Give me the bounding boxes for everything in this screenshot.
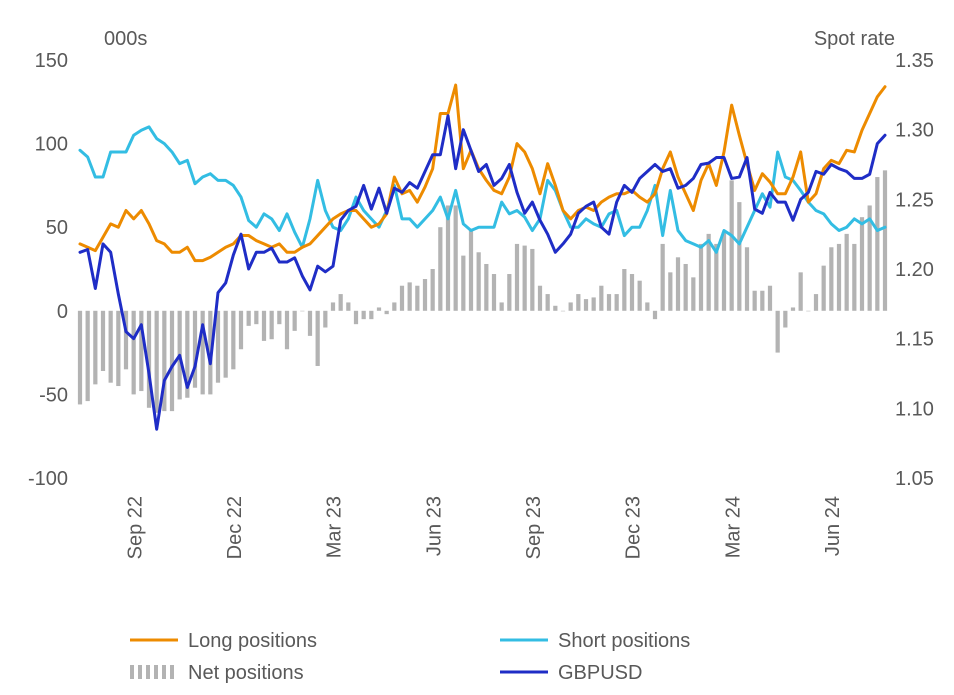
svg-text:150: 150 [35, 50, 68, 72]
svg-text:1.05: 1.05 [895, 468, 934, 490]
svg-text:Sep 22: Sep 22 [124, 496, 146, 559]
legend-label-long: Long positions [188, 630, 317, 652]
svg-text:Jun 23: Jun 23 [423, 496, 445, 556]
svg-text:100: 100 [35, 134, 68, 156]
legend-label-net: Net positions [188, 662, 304, 684]
svg-text:Dec 22: Dec 22 [224, 496, 246, 559]
legend-label-short: Short positions [558, 630, 690, 652]
svg-text:-50: -50 [39, 384, 68, 406]
svg-text:50: 50 [46, 217, 68, 239]
svg-text:Jun 24: Jun 24 [822, 496, 844, 556]
svg-text:1.25: 1.25 [895, 189, 934, 211]
legend-label-gbpusd: GBPUSD [558, 662, 642, 684]
svg-text:Mar 24: Mar 24 [722, 496, 744, 558]
svg-text:1.15: 1.15 [895, 329, 934, 351]
svg-text:0: 0 [57, 301, 68, 323]
svg-text:1.20: 1.20 [895, 259, 934, 281]
svg-text:1.30: 1.30 [895, 120, 934, 142]
svg-text:Mar 23: Mar 23 [324, 496, 346, 558]
svg-text:Dec 23: Dec 23 [623, 496, 645, 559]
left-axis-title: 000s [104, 28, 147, 50]
svg-text:1.10: 1.10 [895, 398, 934, 420]
svg-text:Sep 23: Sep 23 [523, 496, 545, 559]
svg-text:1.35: 1.35 [895, 50, 934, 72]
positions-chart: -100 -50 0 50 100 150 000s 1.05 1.10 1.15 1.20 1.25… [0, 0, 954, 695]
right-axis-title: Spot rate [814, 28, 895, 50]
svg-text:-100: -100 [28, 468, 68, 490]
